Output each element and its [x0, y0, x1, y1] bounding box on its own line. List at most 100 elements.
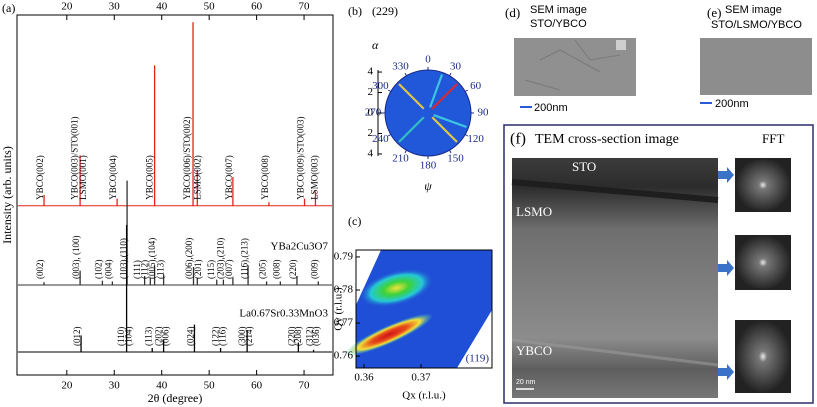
- peak-label: (220): [288, 260, 298, 280]
- peak-label: YBCO(006)/STO(002): [182, 116, 192, 199]
- plot-frame: [355, 249, 493, 369]
- peak-label: (300): [237, 326, 247, 346]
- y-tick-label: 0: [368, 107, 374, 119]
- peak-label: (012): [72, 326, 82, 346]
- peak-label: (103),(110): [119, 238, 129, 279]
- peak-label: (007): [224, 260, 234, 280]
- peak-label: (036): [311, 326, 321, 346]
- x-axis-label: 2θ (degree): [148, 391, 203, 405]
- x-tick-label: 50: [204, 1, 216, 13]
- angle-label: 150: [447, 152, 464, 164]
- streak: [431, 83, 458, 110]
- panel-label: (a): [2, 1, 15, 15]
- peak-label: LSMO(002): [193, 155, 203, 200]
- peak-label: (202): [154, 326, 164, 346]
- peak-label: (113): [156, 260, 166, 279]
- x-tick-label: 40: [156, 380, 168, 392]
- plot-frame: [16, 14, 334, 376]
- caption: SEM image: [725, 4, 782, 16]
- peak-label: (006): [160, 326, 170, 346]
- peak-label: (220): [287, 326, 297, 346]
- annotation: (119): [466, 353, 490, 365]
- y-tick-label: 0.76: [334, 350, 354, 362]
- panel-label: (d): [505, 5, 520, 20]
- peak-label: (113): [143, 327, 153, 346]
- map-area: [356, 250, 492, 368]
- angle-tick: [387, 89, 392, 92]
- scale-label: 20 nm: [516, 379, 536, 386]
- peak-label: (208): [293, 326, 303, 346]
- peak-label: YBCO(004): [108, 155, 118, 200]
- angle-label: 60: [470, 80, 482, 92]
- peak-label: (116),(213): [240, 238, 250, 279]
- x-tick-label: 60: [251, 380, 263, 392]
- fft-image: [735, 320, 791, 393]
- map-spot: [345, 313, 434, 356]
- angle-tick: [404, 72, 407, 77]
- peak-label: (205): [258, 260, 268, 280]
- peak-label: (112): [139, 260, 149, 279]
- angle-tick: [449, 149, 452, 154]
- arrow: [718, 167, 734, 183]
- angle-label: 30: [450, 61, 462, 73]
- peak-label: (004): [103, 260, 113, 280]
- panel-title: TEM cross-section image: [535, 132, 679, 147]
- peak-label: (102): [93, 260, 103, 280]
- peak-label: YBCO(007): [224, 155, 234, 200]
- x-tick-label: 70: [299, 380, 311, 392]
- panel-label: (f): [510, 131, 526, 148]
- peak-label: (005),(104): [147, 238, 157, 279]
- peak-label: YBCO(009)/STO(003): [296, 116, 306, 199]
- layer-label: STO: [572, 159, 596, 174]
- panel-f: (f) TEM cross-section image FFT STO LSMO…: [503, 124, 814, 404]
- peak-label: YBCO(003)/STO(001): [69, 116, 79, 199]
- angle-tick: [464, 134, 469, 137]
- pole-figure: [384, 69, 472, 157]
- angle-label: 300: [372, 80, 389, 92]
- panel-subtitle: (229): [372, 4, 398, 18]
- streak: [433, 114, 467, 129]
- peak-label: (104): [123, 326, 133, 346]
- peak-label: (115): [206, 260, 216, 279]
- peak-label: (201): [193, 260, 203, 280]
- x-tick-label: 0.36: [354, 372, 374, 384]
- texture: [616, 40, 626, 50]
- x-tick-label: 20: [61, 1, 73, 13]
- caption: SEM image: [530, 4, 587, 16]
- layer-label: YBCO: [516, 343, 552, 358]
- peak-label: (116): [217, 327, 227, 346]
- streak: [431, 116, 458, 143]
- angle-label: 330: [392, 61, 409, 73]
- y-tick-label: 4: [368, 66, 374, 78]
- fft-title: FFT: [762, 131, 784, 146]
- x-axis-label: ψ: [424, 179, 432, 193]
- y-tick-label: 2: [368, 127, 374, 139]
- y-tick-label: 0.77: [334, 317, 354, 329]
- x-tick-label: 40: [156, 1, 168, 13]
- x-tick-label: 0.37: [411, 372, 431, 384]
- peak-label: (024): [186, 326, 196, 346]
- scale-label: 200nm: [715, 98, 749, 110]
- angle-tick: [404, 149, 407, 154]
- angle-label: 180: [420, 160, 437, 172]
- panel-d: (d) SEM image STO/YBCO 200nm: [505, 4, 636, 114]
- series-label: YBa2Cu3O7: [271, 241, 329, 253]
- peak-label: YBCO(008): [260, 155, 270, 200]
- peak-label: (009): [309, 260, 319, 280]
- x-tick-label: 20: [61, 380, 73, 392]
- angle-tick: [464, 89, 469, 92]
- panel-label: (c): [348, 214, 361, 228]
- x-tick-label: 30: [109, 1, 121, 13]
- angle-label: 240: [372, 133, 389, 145]
- panel-label: (e): [707, 5, 721, 20]
- streak: [398, 83, 425, 110]
- scale-label: 200nm: [534, 102, 568, 114]
- panel-label: (b): [348, 4, 362, 18]
- x-axis-label: Qx (r.l.u.): [402, 390, 446, 402]
- angle-label: 120: [467, 133, 484, 145]
- peak-label: LSMO(003): [309, 155, 319, 200]
- series-label: La0.67Sr0.33MnO3: [239, 307, 328, 319]
- sem-image: [514, 38, 636, 96]
- streak: [429, 74, 444, 108]
